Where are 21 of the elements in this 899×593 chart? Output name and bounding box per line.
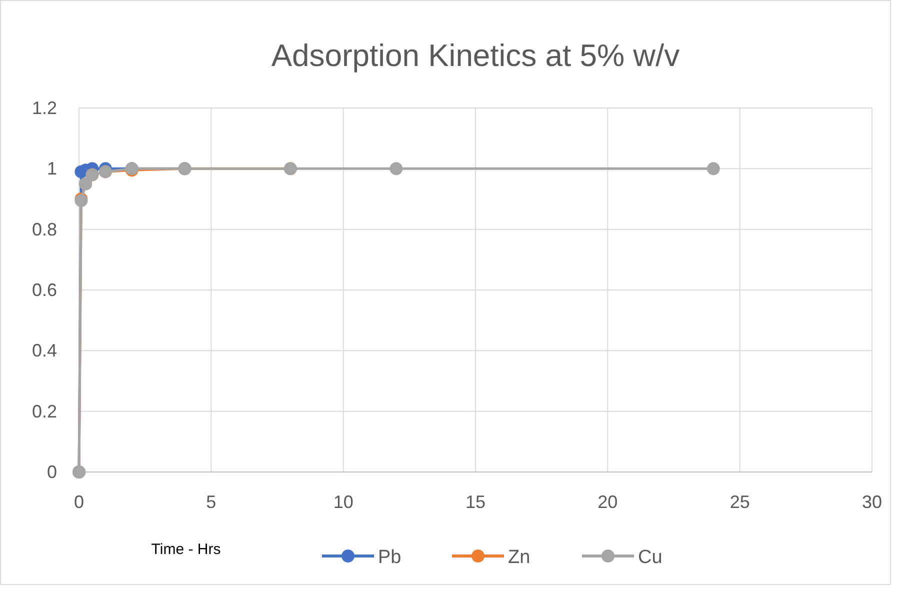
legend-label: Cu xyxy=(638,547,662,568)
x-tick-label: 0 xyxy=(74,492,84,512)
x-tick-label: 25 xyxy=(730,492,750,512)
y-tick-label: 1 xyxy=(46,158,57,179)
x-tick-label: 20 xyxy=(598,492,618,512)
legend-label: Pb xyxy=(378,547,402,568)
y-tick-label: 0.2 xyxy=(32,401,57,422)
y-tick-label: 0 xyxy=(46,462,57,482)
y-tick-label: 0.8 xyxy=(32,219,57,240)
y-tick-label: 0.6 xyxy=(32,280,57,300)
x-tick-label: 15 xyxy=(465,492,486,512)
legend-label: Zn xyxy=(508,547,530,568)
point xyxy=(390,162,403,176)
chart-title: Adsorption Kinetics at 5% w/v xyxy=(271,38,680,73)
y-tick-label: 0.4 xyxy=(32,340,57,361)
x-tick-label: 5 xyxy=(206,492,216,512)
x-axis-title: Time - Hrs xyxy=(151,541,221,558)
x-tick-label: 30 xyxy=(862,492,882,512)
y-tick-label: 1.2 xyxy=(32,98,57,118)
x-tick-label: 10 xyxy=(333,492,354,512)
point xyxy=(706,162,720,176)
